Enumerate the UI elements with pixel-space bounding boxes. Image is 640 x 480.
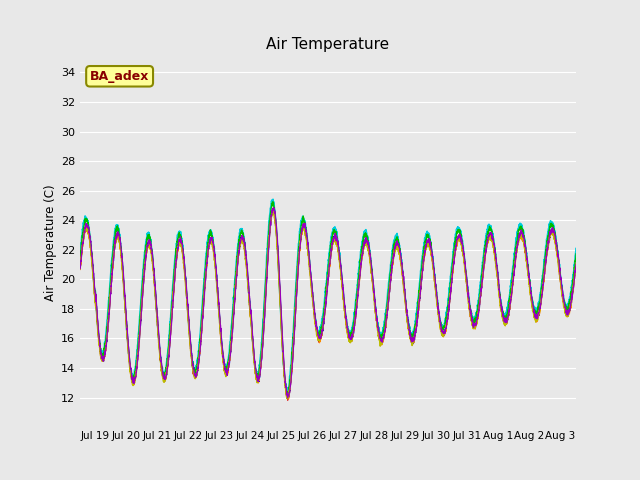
Text: BA_adex: BA_adex bbox=[90, 70, 149, 83]
Title: Air Temperature: Air Temperature bbox=[266, 37, 390, 52]
Y-axis label: Air Temperature (C): Air Temperature (C) bbox=[44, 184, 57, 300]
Legend: AirT_m6, AirT_m4, AirT_m2, AirT_b4, AirT_b2, AirT_e4, AirT_e2: AirT_m6, AirT_m4, AirT_m2, AirT_b4, AirT… bbox=[173, 477, 483, 480]
